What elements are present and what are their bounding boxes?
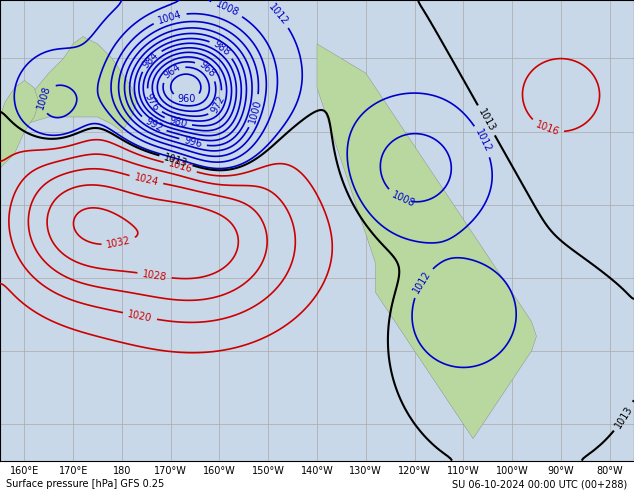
Text: 996: 996 (183, 135, 203, 149)
Text: 1020: 1020 (127, 309, 153, 323)
Text: 180: 180 (113, 466, 131, 476)
Text: 1008: 1008 (390, 190, 416, 209)
Text: 170°W: 170°W (154, 466, 187, 476)
Text: 1032: 1032 (106, 236, 132, 250)
Text: 130°W: 130°W (349, 466, 382, 476)
Text: 1013: 1013 (476, 107, 496, 133)
Text: 1000: 1000 (247, 98, 263, 124)
Text: 1024: 1024 (133, 172, 159, 188)
Text: 1013: 1013 (613, 404, 634, 430)
Text: 1012: 1012 (411, 270, 433, 295)
Text: 972: 972 (210, 94, 227, 115)
Text: 1013: 1013 (163, 152, 189, 169)
Text: 988: 988 (212, 39, 232, 58)
Text: 110°W: 110°W (447, 466, 480, 476)
Text: 960: 960 (178, 94, 196, 104)
Text: 100°W: 100°W (496, 466, 529, 476)
Text: 984: 984 (141, 50, 160, 70)
Text: 90°W: 90°W (548, 466, 574, 476)
Text: 980: 980 (168, 115, 188, 129)
Text: 150°W: 150°W (252, 466, 285, 476)
Text: 160°W: 160°W (203, 466, 236, 476)
Text: SU 06-10-2024 00:00 UTC (00+288): SU 06-10-2024 00:00 UTC (00+288) (453, 479, 628, 489)
Text: 1016: 1016 (534, 120, 560, 138)
Text: 1004: 1004 (157, 9, 183, 25)
Text: 968: 968 (197, 59, 217, 79)
Text: 964: 964 (162, 62, 183, 81)
Text: 992: 992 (143, 116, 164, 134)
Text: 80°W: 80°W (597, 466, 623, 476)
Text: 120°W: 120°W (398, 466, 431, 476)
Text: 976: 976 (143, 91, 161, 112)
Text: 160°E: 160°E (10, 466, 39, 476)
Text: 1012: 1012 (266, 1, 290, 27)
Text: 1016: 1016 (167, 159, 193, 175)
Text: 140°W: 140°W (301, 466, 333, 476)
Text: 1008: 1008 (214, 0, 240, 18)
Text: 1028: 1028 (141, 269, 167, 282)
Text: 1008: 1008 (36, 84, 52, 110)
Text: 170°E: 170°E (58, 466, 88, 476)
Text: Surface pressure [hPa] GFS 0.25: Surface pressure [hPa] GFS 0.25 (6, 479, 165, 489)
Text: 1012: 1012 (473, 128, 493, 154)
